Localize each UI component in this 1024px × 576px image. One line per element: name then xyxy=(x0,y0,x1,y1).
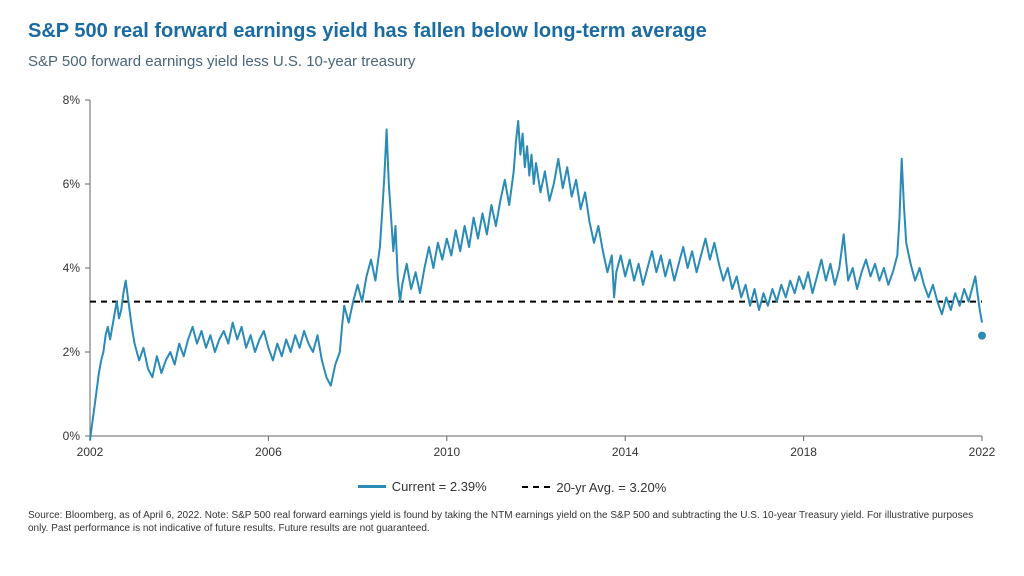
line-chart: 0% 2% 4% 6% 8% 2002 2006 2010 2014 2018 2022 xyxy=(36,90,996,470)
svg-text:2014: 2014 xyxy=(612,445,639,459)
svg-text:2006: 2006 xyxy=(255,445,282,459)
svg-text:0%: 0% xyxy=(63,429,81,443)
legend-current: Current = 2.39% xyxy=(358,479,487,494)
svg-text:4%: 4% xyxy=(63,261,81,275)
chart-subtitle: S&P 500 forward earnings yield less U.S.… xyxy=(28,53,996,70)
legend-current-label: Current = 2.39% xyxy=(392,479,487,494)
svg-text:6%: 6% xyxy=(63,177,81,191)
chart-legend: Current = 2.39% 20-yr Avg. = 3.20% xyxy=(28,476,996,495)
legend-avg-label: 20-yr Avg. = 3.20% xyxy=(556,480,666,495)
chart-footnote: Source: Bloomberg, as of April 6, 2022. … xyxy=(28,509,996,536)
chart-area: 0% 2% 4% 6% 8% 2002 2006 2010 2014 2018 2022 xyxy=(36,90,996,470)
svg-text:2%: 2% xyxy=(63,345,81,359)
svg-text:2002: 2002 xyxy=(77,445,104,459)
svg-text:2010: 2010 xyxy=(433,445,460,459)
legend-line-swatch xyxy=(358,485,386,488)
svg-text:2022: 2022 xyxy=(969,445,996,459)
svg-text:2018: 2018 xyxy=(790,445,817,459)
legend-dash-swatch xyxy=(522,486,550,488)
svg-text:8%: 8% xyxy=(63,93,81,107)
legend-avg: 20-yr Avg. = 3.20% xyxy=(522,480,666,495)
chart-title: S&P 500 real forward earnings yield has … xyxy=(28,20,996,43)
